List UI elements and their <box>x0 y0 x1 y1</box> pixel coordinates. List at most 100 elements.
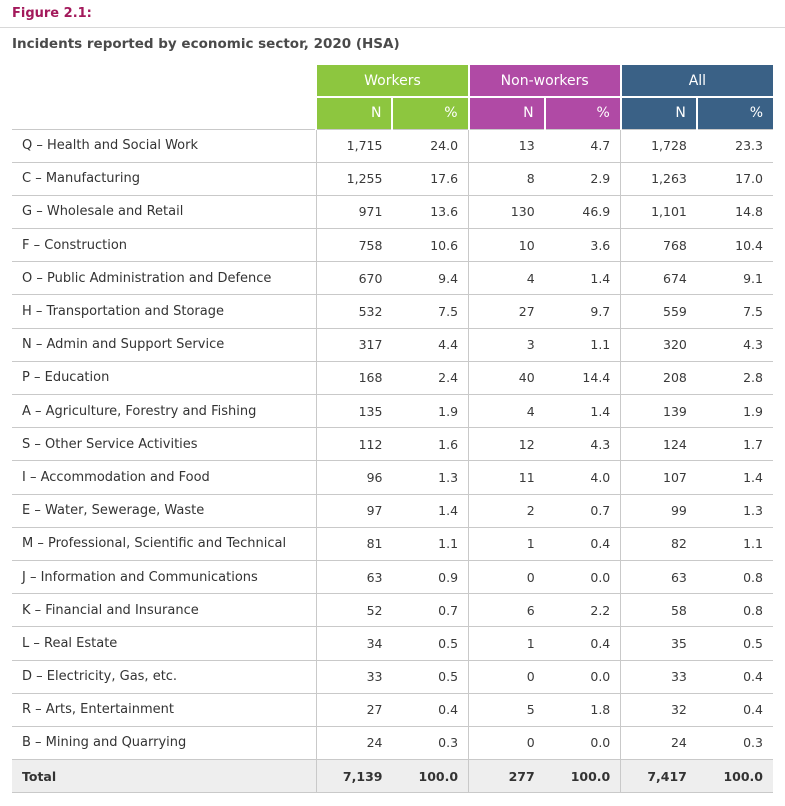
all-pct-cell: 2.8 <box>696 361 773 396</box>
workers-n-cell: 112 <box>315 427 393 462</box>
non-workers-n-cell: 12 <box>468 427 545 462</box>
all-n-cell: 139 <box>620 394 697 429</box>
non-workers-pct-cell: 4.3 <box>544 427 621 462</box>
non-workers-pct-cell: 4.7 <box>544 128 621 163</box>
all-pct-cell: 0.8 <box>696 593 773 628</box>
all-pct-cell: 4.3 <box>696 328 773 362</box>
all-n-cell: 124 <box>620 427 697 462</box>
workers-n-cell: 1,255 <box>315 162 393 196</box>
workers-n-cell: 758 <box>315 228 393 263</box>
sector-cell: O – Public Administration and Defence <box>12 261 317 296</box>
header-workers: Workers <box>315 65 469 97</box>
workers-pct-cell: 1.3 <box>392 460 469 495</box>
workers-n-cell: 34 <box>315 626 393 661</box>
workers-n-cell: 27 <box>315 693 393 727</box>
all-n-cell: 63 <box>620 560 697 595</box>
all-pct-cell: 7.5 <box>696 294 773 329</box>
sector-cell: M – Professional, Scientific and Technic… <box>12 527 317 561</box>
sector-cell: N – Admin and Support Service <box>12 328 317 362</box>
all-n-cell: 32 <box>620 693 697 727</box>
sector-cell: K – Financial and Insurance <box>12 593 317 628</box>
non-workers-n-cell: 2 <box>468 494 545 528</box>
sector-cell: S – Other Service Activities <box>12 427 317 462</box>
subheader-all-pct: % <box>695 96 773 129</box>
workers-pct-cell: 10.6 <box>392 228 469 263</box>
workers-n-cell: 63 <box>315 560 393 595</box>
workers-pct-cell: 4.4 <box>392 328 469 362</box>
all-n-cell: 768 <box>620 228 697 263</box>
subheader-all-n: N <box>619 96 697 129</box>
all-n-cell: 58 <box>620 593 697 628</box>
workers-pct-cell: 2.4 <box>392 361 469 396</box>
non-workers-n-cell: 277 <box>468 759 545 794</box>
non-workers-n-cell: 1 <box>468 626 545 661</box>
header-non-workers: Non-workers <box>467 65 621 97</box>
all-n-cell: 35 <box>620 626 697 661</box>
all-n-cell: 320 <box>620 328 697 362</box>
all-pct-cell: 1.4 <box>696 460 773 495</box>
non-workers-pct-cell: 0.4 <box>544 527 621 561</box>
non-workers-n-cell: 13 <box>468 128 545 163</box>
non-workers-n-cell: 10 <box>468 228 545 263</box>
all-pct-cell: 23.3 <box>696 128 773 163</box>
non-workers-n-cell: 5 <box>468 693 545 727</box>
non-workers-pct-cell: 14.4 <box>544 361 621 396</box>
all-n-cell: 674 <box>620 261 697 296</box>
sector-cell: B – Mining and Quarrying <box>12 726 317 761</box>
all-pct-cell: 10.4 <box>696 228 773 263</box>
all-n-cell: 107 <box>620 460 697 495</box>
non-workers-n-cell: 11 <box>468 460 545 495</box>
non-workers-n-cell: 6 <box>468 593 545 628</box>
non-workers-n-cell: 0 <box>468 660 545 694</box>
workers-n-cell: 33 <box>315 660 393 694</box>
workers-pct-cell: 0.4 <box>392 693 469 727</box>
non-workers-pct-cell: 9.7 <box>544 294 621 329</box>
table-row: C – Manufacturing 1,255 17.6 8 2.9 1,263 17.0 <box>12 162 773 196</box>
workers-pct-cell: 0.7 <box>392 593 469 628</box>
non-workers-n-cell: 0 <box>468 560 545 595</box>
table-row: J – Information and Communications 63 0.9 0… <box>12 560 773 595</box>
table-row: S – Other Service Activities 112 1.6 12 4.3 1… <box>12 427 773 462</box>
workers-n-cell: 971 <box>315 195 393 230</box>
workers-pct-cell: 17.6 <box>392 162 469 196</box>
workers-pct-cell: 0.3 <box>392 726 469 761</box>
sector-cell: I – Accommodation and Food <box>12 460 317 495</box>
table-row: E – Water, Sewerage, Waste 97 1.4 2 0.7 99 1.3 <box>12 494 773 528</box>
non-workers-n-cell: 0 <box>468 726 545 761</box>
workers-n-cell: 670 <box>315 261 393 296</box>
workers-pct-cell: 1.6 <box>392 427 469 462</box>
non-workers-pct-cell: 2.9 <box>544 162 621 196</box>
all-n-cell: 7,417 <box>620 759 697 794</box>
non-workers-pct-cell: 0.4 <box>544 626 621 661</box>
workers-n-cell: 7,139 <box>315 759 393 794</box>
non-workers-pct-cell: 1.8 <box>544 693 621 727</box>
all-pct-cell: 1.1 <box>696 527 773 561</box>
all-pct-cell: 9.1 <box>696 261 773 296</box>
sector-cell: L – Real Estate <box>12 626 317 661</box>
workers-n-cell: 168 <box>315 361 393 396</box>
subheader-workers-pct: % <box>391 96 469 129</box>
workers-n-cell: 317 <box>315 328 393 362</box>
workers-n-cell: 96 <box>315 460 393 495</box>
non-workers-n-cell: 4 <box>468 261 545 296</box>
workers-pct-cell: 0.5 <box>392 626 469 661</box>
non-workers-pct-cell: 2.2 <box>544 593 621 628</box>
workers-pct-cell: 1.1 <box>392 527 469 561</box>
all-n-cell: 24 <box>620 726 697 761</box>
non-workers-pct-cell: 1.4 <box>544 394 621 429</box>
all-pct-cell: 1.3 <box>696 494 773 528</box>
all-n-cell: 33 <box>620 660 697 694</box>
figure-label: Figure 2.1: <box>12 6 92 21</box>
workers-pct-cell: 0.9 <box>392 560 469 595</box>
non-workers-n-cell: 27 <box>468 294 545 329</box>
workers-n-cell: 135 <box>315 394 393 429</box>
non-workers-pct-cell: 1.4 <box>544 261 621 296</box>
all-n-cell: 1,101 <box>620 195 697 230</box>
table-row: N – Admin and Support Service 317 4.4 3 1.1 3… <box>12 328 773 362</box>
workers-pct-cell: 0.5 <box>392 660 469 694</box>
sector-cell: D – Electricity, Gas, etc. <box>12 660 317 694</box>
non-workers-pct-cell: 0.7 <box>544 494 621 528</box>
header-all: All <box>619 65 773 97</box>
workers-pct-cell: 1.9 <box>392 394 469 429</box>
workers-pct-cell: 13.6 <box>392 195 469 230</box>
